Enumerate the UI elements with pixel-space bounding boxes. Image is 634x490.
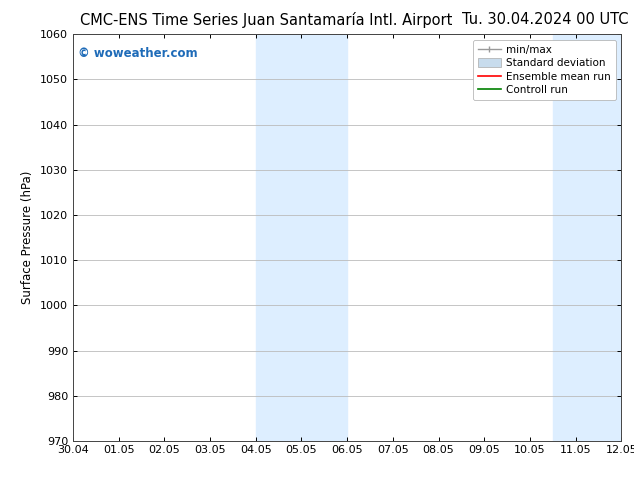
Bar [553, 34, 634, 441]
Bar [256, 34, 347, 441]
Text: Tu. 30.04.2024 00 UTC: Tu. 30.04.2024 00 UTC [462, 12, 628, 27]
Text: © woweather.com: © woweather.com [79, 47, 198, 59]
Y-axis label: Surface Pressure (hPa): Surface Pressure (hPa) [22, 171, 34, 304]
Text: CMC-ENS Time Series Juan Santamaría Intl. Airport: CMC-ENS Time Series Juan Santamaría Intl… [80, 12, 453, 28]
Legend: min/max, Standard deviation, Ensemble mean run, Controll run: min/max, Standard deviation, Ensemble me… [473, 40, 616, 100]
